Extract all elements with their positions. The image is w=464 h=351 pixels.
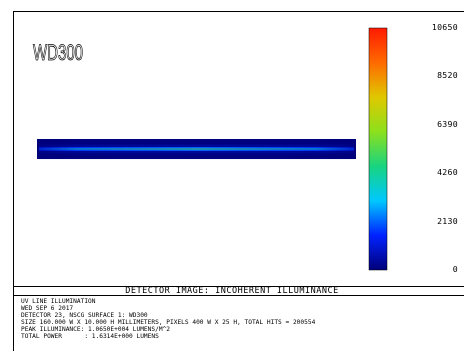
info-line: SIZE 160.000 W X 10.000 H MILLIMETERS, P… [21,319,316,326]
detector-pixel-row [39,139,354,141]
detector-pixel-row [39,152,354,154]
detector-pixel-row [39,151,354,152]
colorbar [368,27,388,271]
title-bar [13,286,464,296]
colorbar-tick-label: 4260 [437,167,458,178]
detector-pixel-row [39,154,354,156]
colorbar-tick-label: 8520 [437,70,458,81]
colorbar-tick-label: 0 [452,264,458,274]
chart-title: DETECTOR IMAGE: INCOHERENT ILLUMINANCE [125,286,339,296]
detector-pixel-row [39,146,354,148]
detector-pixel-row [39,155,354,156]
detector-pixel-row [39,155,354,157]
detector-pixel-row [39,142,354,144]
detector-pixel-row [39,145,354,147]
detector-pixel-row [39,157,354,159]
detector-pixel-row [39,158,354,160]
detector-pixel-row [39,147,354,149]
detector-pixel-row [39,139,354,140]
detector-image [37,139,356,160]
info-line: PEAK ILLUMINANCE: 1.0650E+004 LUMENS/M^2 [21,326,171,333]
detector-pixel-row [39,140,354,142]
detector-pixel-row [39,141,354,143]
info-line: DETECTOR 23, NSCG SURFACE 1: WD300 [21,312,148,319]
detector-pixel-row [39,143,354,144]
info-line: WED SEP 6 2017 [21,305,74,312]
detector-pixel-row [39,151,354,153]
surface-label: WD300 [33,40,83,65]
detector-pixel-row [39,156,354,158]
colorbar-tick-label: 10650 [431,22,458,32]
detector-pixel-row [39,143,354,145]
colorbar-tick-label: 6390 [437,118,458,129]
detector-pixel-row [39,144,354,146]
info-line: UV LINE ILLUMINATION [21,298,96,305]
detector-pixel-row [39,148,354,150]
info-line: TOTAL POWER : 1.6314E+000 LUMENS [21,333,159,340]
detector-pixel-row [39,147,354,148]
detector-pixel-row [39,150,354,152]
detector-pixel-row [39,153,354,155]
colorbar-tick-label: 2130 [437,215,458,226]
plot-frame [13,11,464,351]
detector-pixel-row [39,149,354,151]
